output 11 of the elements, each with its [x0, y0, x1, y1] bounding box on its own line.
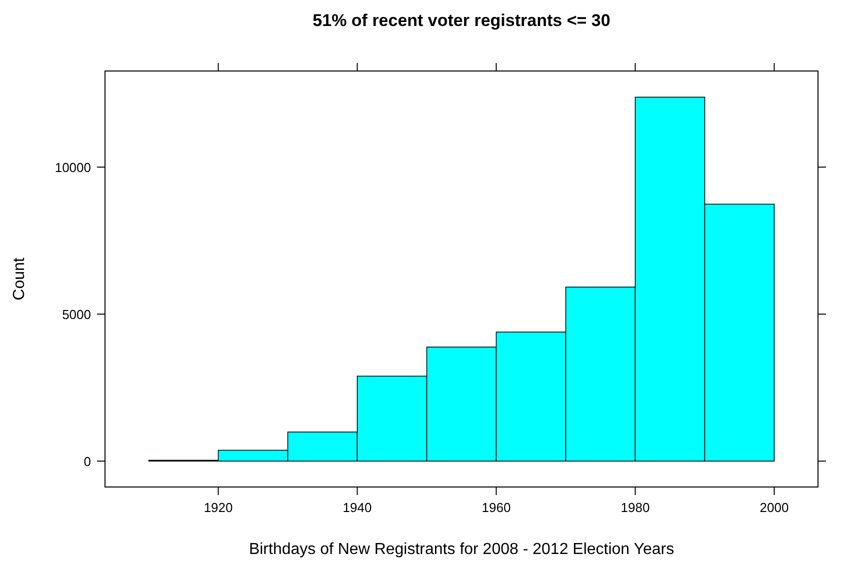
y-tick-label: 5000 — [62, 307, 91, 322]
y-tick-label: 0 — [84, 454, 91, 470]
y-axis-title: Count — [11, 257, 28, 300]
x-tick-label: 1980 — [620, 500, 650, 515]
x-tick-label: 2000 — [760, 500, 789, 515]
chart-title: 51% of recent voter registrants <= 30 — [312, 11, 610, 30]
x-tick-label: 1960 — [482, 500, 511, 515]
x-axis-title: Birthdays of New Registrants for 2008 - 2012 Election Years — [248, 541, 674, 558]
y-tick-label: 10000 — [54, 160, 91, 176]
x-tick-label: 1920 — [204, 500, 233, 515]
x-tick-label: 1940 — [342, 500, 372, 515]
